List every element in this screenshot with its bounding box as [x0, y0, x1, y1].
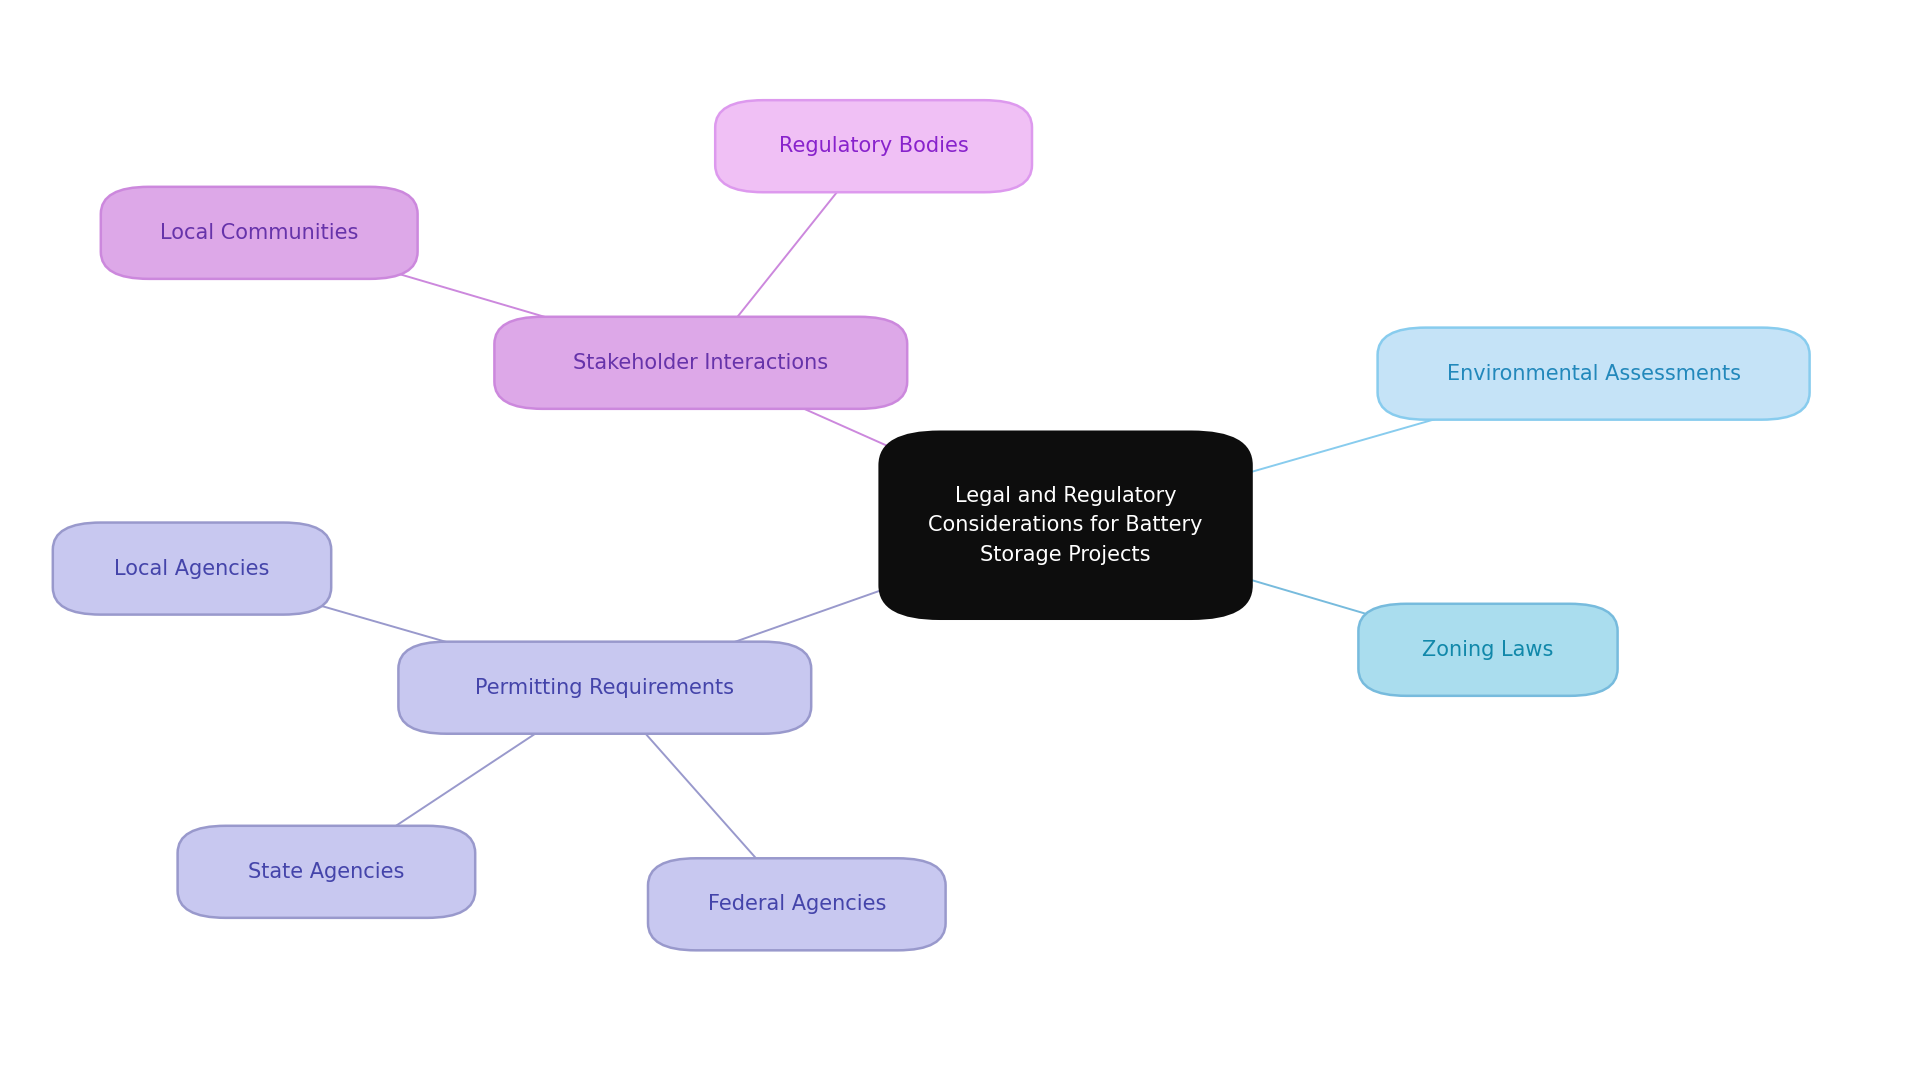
Text: Environmental Assessments: Environmental Assessments — [1446, 364, 1741, 383]
FancyBboxPatch shape — [1377, 327, 1809, 419]
Text: State Agencies: State Agencies — [248, 862, 405, 882]
Text: Local Agencies: Local Agencies — [115, 559, 269, 578]
FancyBboxPatch shape — [495, 317, 908, 409]
FancyBboxPatch shape — [54, 523, 330, 615]
FancyBboxPatch shape — [714, 101, 1033, 193]
FancyBboxPatch shape — [399, 641, 810, 734]
Text: Regulatory Bodies: Regulatory Bodies — [780, 136, 968, 156]
Text: Federal Agencies: Federal Agencies — [708, 895, 885, 914]
FancyBboxPatch shape — [1359, 603, 1617, 695]
Text: Local Communities: Local Communities — [159, 223, 359, 243]
Text: Zoning Laws: Zoning Laws — [1423, 640, 1553, 660]
FancyBboxPatch shape — [179, 826, 476, 918]
FancyBboxPatch shape — [102, 186, 419, 278]
FancyBboxPatch shape — [879, 430, 1254, 619]
Text: Legal and Regulatory
Considerations for Battery
Storage Projects: Legal and Regulatory Considerations for … — [929, 485, 1202, 565]
FancyBboxPatch shape — [647, 858, 945, 951]
Text: Stakeholder Interactions: Stakeholder Interactions — [574, 353, 828, 373]
Text: Permitting Requirements: Permitting Requirements — [476, 678, 733, 697]
